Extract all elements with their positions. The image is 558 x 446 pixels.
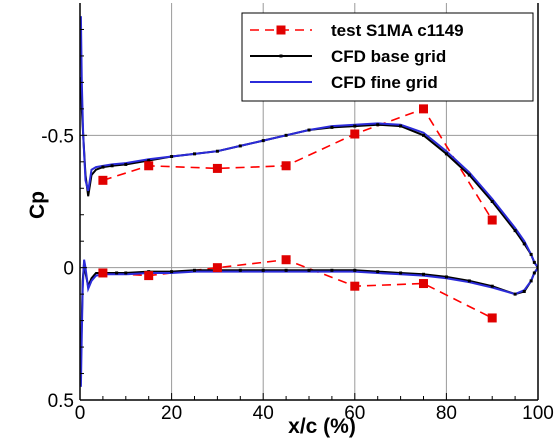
cfd-base-point <box>193 268 196 272</box>
test-point <box>350 281 360 291</box>
cfd-base-point <box>124 162 128 166</box>
x-tick-label: 80 <box>436 403 457 424</box>
cfd-base-point <box>261 139 265 143</box>
cfd-base-point <box>115 271 119 275</box>
test-point <box>350 129 360 139</box>
x-tick-label: 100 <box>522 403 554 424</box>
data-series <box>80 16 538 387</box>
x-tick-label: 20 <box>161 403 182 424</box>
cfd-base-point <box>490 200 494 203</box>
cfd-base-point <box>532 260 536 264</box>
cfd-base-point <box>490 284 494 288</box>
cfd-base-point <box>353 268 357 272</box>
cfd-base-point <box>170 270 174 274</box>
legend-marker-swatch <box>279 54 283 58</box>
cfd-base-point <box>307 268 311 272</box>
test-point <box>281 161 291 171</box>
test-point <box>487 313 497 323</box>
cfd-base-point <box>422 133 425 137</box>
test-point <box>419 104 428 114</box>
legend-marker-swatch <box>276 25 286 35</box>
cfd-base-point <box>238 268 242 272</box>
cfd-base-point <box>444 275 448 279</box>
cfd-base-point <box>284 268 288 272</box>
cfd-base-point <box>238 144 242 148</box>
cfd-base-point <box>444 152 448 156</box>
cfd-base-point <box>513 229 517 233</box>
test-point <box>212 263 222 273</box>
cfd-base-point <box>147 158 151 162</box>
cfd-base-point <box>284 133 288 137</box>
legend-label: CFD base grid <box>331 47 446 66</box>
cfd-base-point <box>193 152 196 156</box>
test-point <box>419 279 428 289</box>
cfd-base-point <box>307 128 311 132</box>
cfd-base-point <box>376 123 380 127</box>
cfd-base-point <box>110 164 114 168</box>
cfd-base-point <box>522 242 526 246</box>
cfd-base-point <box>399 271 403 275</box>
cfd-base-point <box>353 124 357 128</box>
legend: test S1MA c1149 CFD base grid CFD fine gri… <box>241 12 534 102</box>
test-point <box>98 268 108 278</box>
y-axis-title: Cp <box>26 191 49 219</box>
cfd-base-point <box>124 271 128 275</box>
cfd-base-point <box>170 155 174 159</box>
test-point <box>98 175 108 185</box>
cfd-fine-lower-line <box>80 259 538 387</box>
x-axis-title: x/c (%) <box>288 415 356 438</box>
cfd-base-point <box>101 165 105 169</box>
cfd-base-lower-line <box>80 262 538 361</box>
test-point <box>144 161 154 171</box>
cfd-base-point <box>532 271 536 275</box>
cfd-base-point <box>522 289 526 293</box>
test-point <box>281 255 291 265</box>
cfd-base-point <box>467 279 471 283</box>
cfd-base-point <box>422 272 425 276</box>
test-point <box>144 271 154 281</box>
legend-item-test: test S1MA c1149 <box>250 21 464 40</box>
y-tick-label: -0.5 <box>41 126 74 147</box>
cfd-base-point <box>467 173 471 177</box>
cfd-base-point <box>529 252 533 256</box>
x-tick-label: 0 <box>75 403 86 424</box>
legend-item-cfd-base: CFD base grid <box>250 47 446 66</box>
cfd-base-point <box>376 270 380 274</box>
cfd-base-point <box>330 125 334 129</box>
x-tick-label: 60 <box>344 403 365 424</box>
y-tick-label: 0.5 <box>48 391 74 412</box>
legend-label: test S1MA c1149 <box>331 21 464 40</box>
test-point <box>212 163 222 173</box>
cfd-base-point <box>529 279 533 283</box>
legend-item-cfd-fine: CFD fine grid <box>250 73 438 92</box>
legend-label: CFD fine grid <box>331 73 438 92</box>
test-point <box>487 215 497 225</box>
x-tick-label: 40 <box>253 403 274 424</box>
cfd-base-point <box>215 149 219 153</box>
cfd-base-point <box>261 268 265 272</box>
test-markers <box>98 104 497 323</box>
y-tick-label: 0 <box>63 259 74 280</box>
cfd-base-point <box>513 292 517 296</box>
cfd-base-point <box>399 124 403 128</box>
cfd-base-point <box>330 268 334 272</box>
